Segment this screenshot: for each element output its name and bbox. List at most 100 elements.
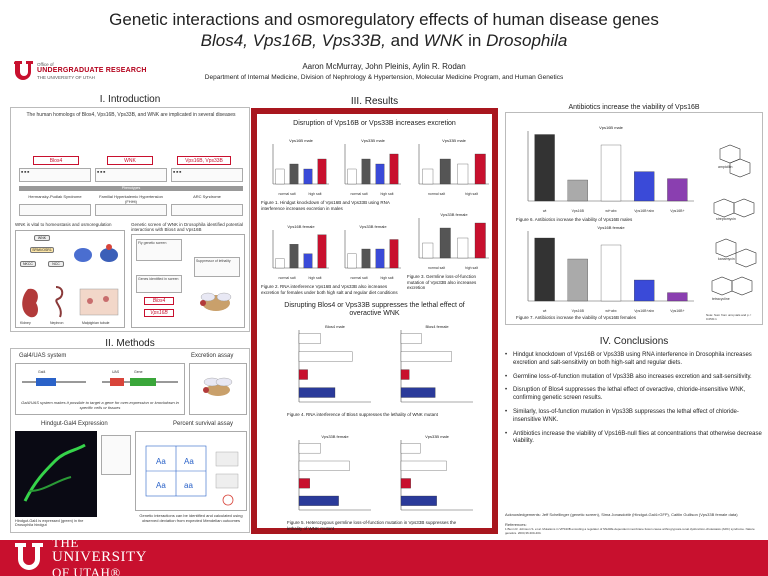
chart-x-label: Vps16B	[572, 209, 585, 213]
fig4-blos4-male: Blos4 male	[298, 324, 371, 403]
wnk-activation-icon	[74, 244, 118, 262]
chart-bar	[567, 258, 588, 302]
intro-lead: The human homologs of Blos4, Vps16B, Vps…	[26, 112, 236, 118]
chart-bar	[389, 153, 399, 185]
hps-desc	[19, 204, 91, 216]
node-spak: SPAK/OSR1	[30, 247, 54, 253]
fly-icon	[203, 377, 233, 396]
ur-sub: THE UNIVERSITY OF UTAH	[37, 75, 95, 81]
chart-bar	[400, 478, 411, 489]
footer-line1: THE	[52, 535, 79, 551]
undergraduate-research-logo: Office of UNDERGRADUATE RESEARCH THE UNI…	[14, 60, 147, 82]
chart-panel-label: Vps16B female	[287, 224, 315, 229]
syndrome-hps: Hermansky-Pudlak Syndrome	[28, 194, 82, 199]
chart-bar	[400, 495, 437, 506]
abx-stats-note: Note: Sum from uniq vials and p < 0.05/0…	[706, 313, 752, 321]
screen-heading: Genetic screen of WNK in Drosophila iden…	[131, 222, 244, 232]
fly-cross-icon	[200, 292, 232, 311]
chart-x-label: normal salt	[278, 192, 295, 196]
node-ncc: NCC	[48, 261, 64, 267]
abx-panel: Vps16B male wt Vps16B wt+abx Vps16B+abx Vps16…	[505, 112, 763, 325]
chart-x-label: Vps16B	[572, 309, 585, 313]
chart-x-label: normal salt	[428, 266, 445, 270]
chart-x-label: high salt	[465, 266, 478, 270]
conclusion-item: Antibiotics increase the viability of Vp…	[505, 431, 763, 447]
chart-bar	[317, 158, 327, 185]
fig7-abx-female: Vps16B female wt Vps16B wt+abx Vps16B+abx Vps…	[527, 225, 694, 313]
title-wnk: WNK	[423, 31, 464, 50]
fig5-vps33b-male: Vps33B male	[400, 434, 473, 511]
chart-bar	[422, 242, 434, 259]
chart-bar	[303, 253, 313, 269]
fig2-caption: Figure 2. RNA interference Vps16B and Vp…	[261, 284, 398, 295]
chart-panel-label: Blos4 female	[425, 324, 449, 329]
chart-bar	[289, 163, 299, 185]
fig6-abx-male: Vps16B male wt Vps16B wt+abx Vps16B+abx Vps16…	[527, 125, 694, 213]
conclusion-item: Hindgut knockdown of Vps16B or Vps33B us…	[505, 352, 763, 368]
phenotypes-bar: Phenotypes	[19, 186, 243, 191]
university-logo: THE UNIVERSITY OF UTAH®	[14, 536, 147, 576]
chart-bar	[298, 495, 339, 506]
affiliation: Department of Internal Medicine, Divisio…	[204, 74, 564, 81]
chart-bar	[298, 351, 353, 362]
chart-bar	[298, 369, 308, 380]
screen-diagram: Fly genetic screen Suppressor of lethali…	[131, 234, 245, 328]
fig1-vps33b-male: Vps33B male normal salt high salt	[344, 138, 401, 196]
chart-panel-label: Vps33B female	[359, 224, 387, 229]
svg-text:aa: aa	[184, 481, 193, 490]
chart-panel-label: Vps33B female	[321, 434, 349, 439]
chart-bar	[400, 333, 422, 344]
fig4-blos4-female: Blos4 female	[400, 324, 473, 403]
chart-bar	[439, 158, 451, 185]
blos4-desc: ■ ■ ■	[19, 168, 91, 182]
references: 1 Bunn R. Johnson S. et al. Mutations in…	[505, 527, 755, 535]
chart-x-label: normal salt	[428, 192, 445, 196]
authors: Aaron McMurray, John Pleinis, Aylin R. R…	[302, 62, 466, 71]
fig4-caption: Figure 4. RNA interference of Blos4 supp…	[287, 412, 438, 417]
chart-panel-label: Vps16B female	[597, 225, 625, 230]
svg-text:Aa: Aa	[184, 457, 194, 466]
chart-panel-label: Vps16B male	[599, 125, 624, 130]
title-and: and	[390, 31, 419, 50]
hindgut-image	[15, 431, 97, 517]
fhht-desc	[95, 204, 167, 216]
chart-x-label: Vps16B+	[670, 309, 684, 313]
fig7-caption: Figure 7. Antibiotics increase the viabi…	[516, 315, 637, 320]
survival-text: Genetic interactions can be identified a…	[139, 513, 243, 523]
chart-x-label: Vps16B+abx	[634, 209, 654, 213]
chart-bar	[289, 244, 299, 269]
gene-wnk: WNK	[107, 156, 153, 165]
fig6-caption: Figure 6. Antibiotics increase the viabi…	[516, 217, 633, 222]
chart-bar	[634, 171, 655, 202]
fig1-vps16b-male: Vps16B male normal salt high salt	[272, 138, 329, 196]
results-title: III. Results	[350, 96, 399, 107]
references-label: References:	[505, 522, 527, 527]
chart-bar	[375, 163, 385, 185]
methods-panel: Gal4/UAS system Gal4 UAS Gene Gal4/UAS s…	[10, 348, 250, 533]
molecule-label-4: tetracycline	[712, 297, 730, 301]
fig3-vps33b-female: Vps33B female normal salt high salt	[418, 212, 489, 270]
chart-x-label: high salt	[308, 192, 321, 196]
gal4-text: Gal4/UAS system makes it possible to tar…	[21, 400, 179, 410]
molecule-structures-icon	[711, 144, 757, 296]
chart-bar	[667, 292, 688, 302]
footer-line2: UNIVERSITY	[52, 549, 147, 566]
gal4-uas-icon	[22, 378, 178, 386]
conclusion-item: Germline loss-of-function mutation of Vp…	[505, 374, 763, 382]
chart-bar	[347, 253, 357, 269]
chart-bar	[303, 168, 313, 185]
label-gal4: Gal4	[38, 370, 46, 374]
chart-bar	[389, 239, 399, 269]
chart-x-label: high salt	[465, 192, 478, 196]
utah-block-u-icon	[15, 543, 43, 570]
chart-panel-label: Vps33B male	[425, 434, 450, 439]
excretion-heading: Disruption of Vps16B or Vps33B increases…	[293, 120, 456, 127]
label-gene: Gene	[134, 370, 143, 374]
screen-gene-vps16b: Vps16B	[144, 309, 174, 317]
chart-bar	[534, 134, 555, 202]
chart-bar	[298, 387, 336, 398]
label-uas: UAS	[112, 370, 120, 374]
fig5-vps33b-female: Vps33B female	[298, 434, 371, 511]
chart-bar	[457, 163, 469, 185]
molecule-label-2: streptomycin	[716, 217, 736, 221]
